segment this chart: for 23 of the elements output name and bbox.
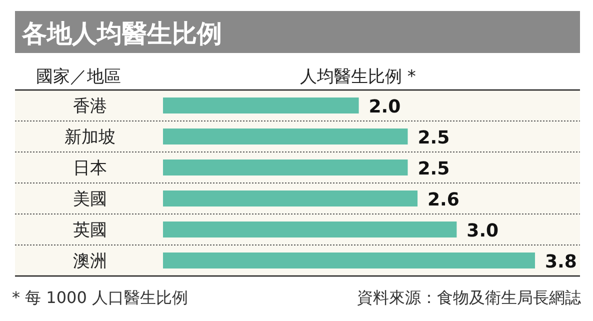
bar xyxy=(163,190,418,206)
data-label: 3.0 xyxy=(466,220,499,242)
y-tick-label: 日本 xyxy=(73,158,107,178)
data-label: 2.6 xyxy=(428,190,460,210)
y-tick-label: 美國 xyxy=(73,190,107,210)
text: * 每 1000 人口醫生比例 xyxy=(12,288,188,307)
y-tick-label: 英國 xyxy=(73,220,107,240)
y-tick-label: 香港 xyxy=(73,96,107,116)
bar xyxy=(163,98,359,114)
bar xyxy=(163,128,408,144)
bar xyxy=(163,222,457,238)
data-label: 2.0 xyxy=(368,96,401,118)
source-note: 資料來源：食物及衛生局長網誌 xyxy=(357,288,581,307)
chart-title: 各地人均醫生比例 xyxy=(21,19,222,48)
y-axis-title: 國家／地區 xyxy=(36,67,121,87)
data-label: 2.5 xyxy=(418,128,450,148)
y-tick-label: 新加坡 xyxy=(64,128,116,148)
bar xyxy=(163,160,408,176)
data-label: 3.8 xyxy=(545,252,577,272)
y-tick-label: 澳洲 xyxy=(73,252,107,272)
bar xyxy=(163,252,535,268)
x-axis-title: 人均醫生比例 * xyxy=(300,67,416,87)
data-label: 2.5 xyxy=(418,158,450,180)
